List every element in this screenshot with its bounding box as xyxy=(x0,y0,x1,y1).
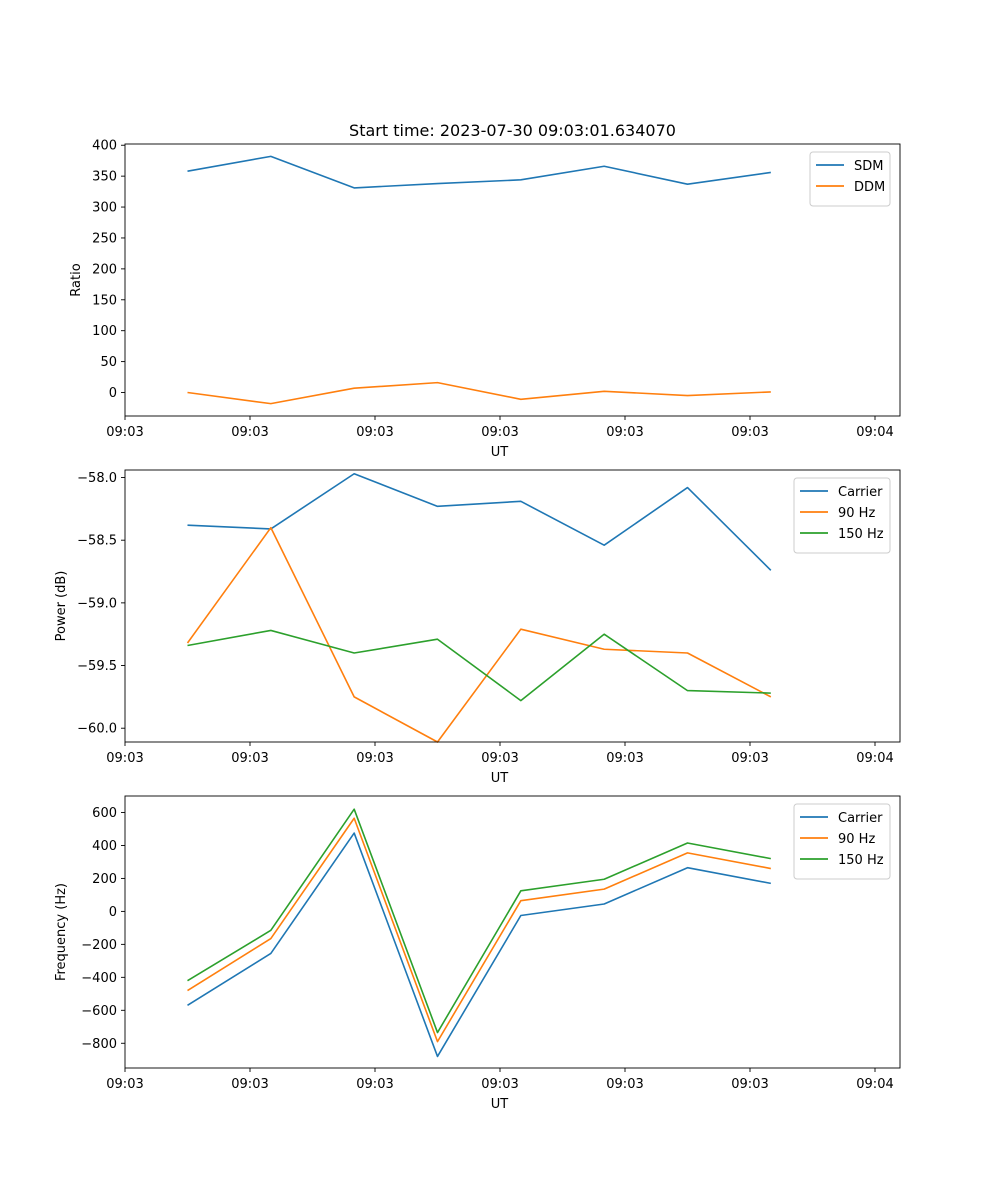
y-tick-label: 400 xyxy=(92,839,117,854)
x-tick-label: 09:03 xyxy=(481,751,518,766)
legend-label: Carrier xyxy=(838,811,883,826)
series-line-90-hz xyxy=(187,817,771,1043)
y-tick-label: −400 xyxy=(81,971,117,986)
x-tick-label: 09:03 xyxy=(731,751,768,766)
subplot-1: Start time: 2023-07-30 09:03:01.634070 09… xyxy=(69,121,901,460)
series-lines xyxy=(187,155,771,405)
x-tick-label: 09:03 xyxy=(231,1077,268,1092)
x-tick-label: 09:04 xyxy=(856,425,893,440)
y-tick-label: −60.0 xyxy=(77,722,117,737)
y-tick-label: 150 xyxy=(92,293,117,308)
series-lines xyxy=(187,808,771,1058)
y-axis-label: Frequency (Hz) xyxy=(54,883,69,981)
x-tick-label: 09:03 xyxy=(231,425,268,440)
axes-frame xyxy=(124,143,901,417)
y-tick-label: 350 xyxy=(92,170,117,185)
y-tick-label: 200 xyxy=(92,262,117,277)
x-tick-label: 09:04 xyxy=(856,1077,893,1092)
legend-label: Carrier xyxy=(838,485,883,500)
x-tick-label: 09:03 xyxy=(356,425,393,440)
y-tick-label: −59.0 xyxy=(77,596,117,611)
legend-label: DDM xyxy=(854,180,885,195)
x-tick-label: 09:03 xyxy=(481,425,518,440)
x-tick-label: 09:03 xyxy=(481,1077,518,1092)
legend-label: 90 Hz xyxy=(838,506,875,521)
x-tick-label: 09:03 xyxy=(356,1077,393,1092)
y-tick-label: 100 xyxy=(92,324,117,339)
legend-label: SDM xyxy=(854,159,883,174)
y-tick-label: −200 xyxy=(81,938,117,953)
x-tick-label: 09:03 xyxy=(106,425,143,440)
series-line-90-hz xyxy=(186,526,772,743)
y-tick-label: 600 xyxy=(92,806,117,821)
y-tick-label: 250 xyxy=(92,231,117,246)
axes-frame xyxy=(124,469,901,743)
x-axis-label: UT xyxy=(491,771,509,786)
x-tick-label: 09:03 xyxy=(731,425,768,440)
x-tick-label: 09:03 xyxy=(606,425,643,440)
x-axis-label: UT xyxy=(491,445,509,460)
y-tick-label: 0 xyxy=(109,905,117,920)
y-tick-label: −800 xyxy=(81,1037,117,1052)
subplot-2: 09:03 09:03 09:03 09:03 09:03 09:03 09:04 −60.0… xyxy=(54,469,901,786)
series-line-carrier xyxy=(187,832,771,1058)
y-axis-label: Ratio xyxy=(69,263,84,296)
x-tick-label: 09:03 xyxy=(106,1077,143,1092)
subplot-3: 09:03 09:03 09:03 09:03 09:03 09:03 09:04 −800 −… xyxy=(54,795,901,1112)
legend-box xyxy=(793,477,891,554)
y-tick-label: 0 xyxy=(109,386,117,401)
x-axis-label: UT xyxy=(491,1097,509,1112)
subplots: Start time: 2023-07-30 09:03:01.63407009… xyxy=(54,121,901,1112)
legend: Carrier 90 Hz 150 Hz xyxy=(793,477,891,554)
x-tick-label: 09:03 xyxy=(356,751,393,766)
x-tick-label: 09:03 xyxy=(606,1077,643,1092)
y-tick-label: 50 xyxy=(100,355,117,370)
series-line-150-hz xyxy=(187,629,771,702)
x-tick-label: 09:03 xyxy=(106,751,143,766)
y-tick-label: 200 xyxy=(92,872,117,887)
x-tick-label: 09:04 xyxy=(856,751,893,766)
legend-label: 150 Hz xyxy=(838,527,884,542)
series-line-sdm xyxy=(187,155,771,189)
series-line-150-hz xyxy=(187,808,771,1034)
y-tick-label: 400 xyxy=(92,139,117,154)
legend: Carrier 90 Hz 150 Hz xyxy=(793,803,891,880)
y-tick-label: 300 xyxy=(92,201,117,216)
chart-title: Start time: 2023-07-30 09:03:01.634070 xyxy=(349,121,676,140)
x-tick-label: 09:03 xyxy=(231,751,268,766)
legend-label: 90 Hz xyxy=(838,832,875,847)
series-line-ddm xyxy=(187,381,771,405)
y-tick-label: −600 xyxy=(81,1004,117,1019)
series-line-carrier xyxy=(187,472,772,571)
legend-box xyxy=(793,803,891,880)
series-lines xyxy=(186,472,772,743)
x-tick-label: 09:03 xyxy=(731,1077,768,1092)
axes-frame xyxy=(124,795,901,1069)
y-tick-label: −59.5 xyxy=(77,659,117,674)
legend-label: 150 Hz xyxy=(838,853,884,868)
legend: SDM DDM xyxy=(809,151,891,207)
x-tick-label: 09:03 xyxy=(606,751,643,766)
y-tick-label: −58.5 xyxy=(77,534,117,549)
y-axis-label: Power (dB) xyxy=(54,571,69,642)
y-tick-label: −58.0 xyxy=(77,471,117,486)
